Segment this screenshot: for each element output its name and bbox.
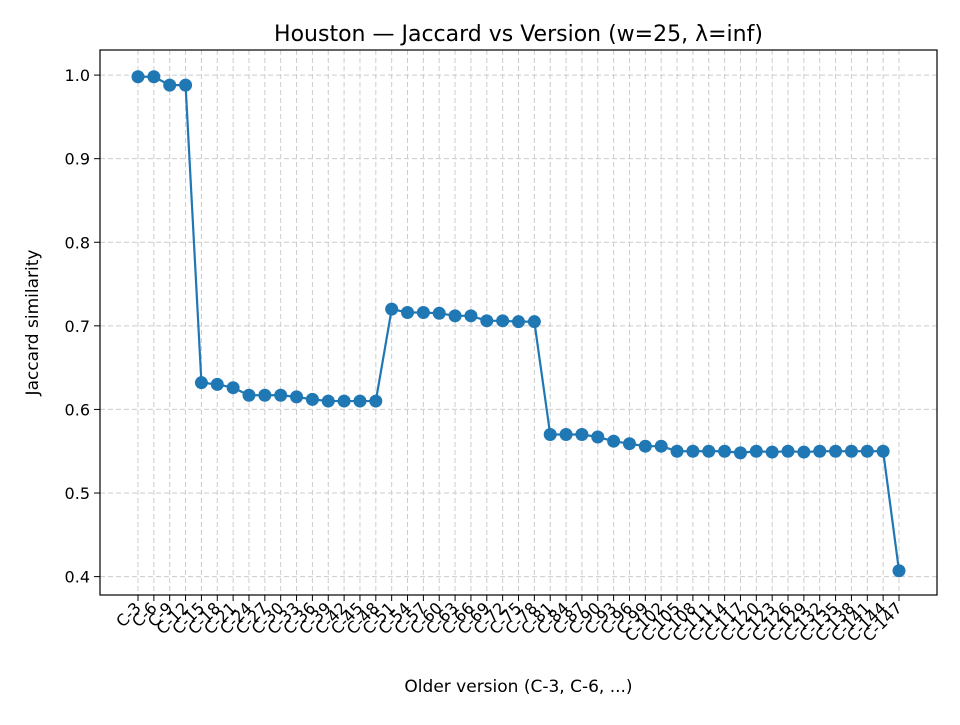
y-tick-label: 0.5 bbox=[65, 484, 90, 503]
data-point bbox=[527, 315, 541, 329]
y-tick-label: 0.6 bbox=[65, 400, 90, 419]
data-point bbox=[670, 444, 684, 458]
chart-title: Houston — Jaccard vs Version (w=25, λ=in… bbox=[274, 22, 763, 47]
data-point bbox=[575, 428, 589, 442]
data-point bbox=[860, 444, 874, 458]
data-point bbox=[194, 376, 208, 390]
data-point bbox=[448, 309, 462, 323]
data-point bbox=[622, 437, 636, 451]
data-point bbox=[876, 444, 890, 458]
data-point bbox=[353, 394, 367, 408]
data-point bbox=[733, 446, 747, 460]
data-point bbox=[385, 302, 399, 316]
data-point bbox=[337, 394, 351, 408]
y-axis-label: Jaccard similarity bbox=[23, 250, 43, 397]
data-point bbox=[305, 392, 319, 406]
data-point bbox=[369, 394, 383, 408]
data-point bbox=[813, 444, 827, 458]
data-point bbox=[543, 428, 557, 442]
data-point bbox=[512, 315, 525, 329]
data-point bbox=[321, 394, 335, 408]
data-point bbox=[464, 309, 478, 323]
data-point bbox=[131, 70, 145, 84]
data-point bbox=[258, 388, 272, 402]
data-point bbox=[416, 305, 430, 319]
y-tick-label: 0.9 bbox=[65, 150, 90, 169]
data-point bbox=[591, 430, 605, 444]
data-point bbox=[179, 78, 193, 92]
data-point bbox=[638, 439, 652, 453]
y-tick-label: 0.7 bbox=[65, 317, 90, 336]
data-point bbox=[210, 377, 224, 391]
x-axis-label: Older version (C-3, C-6, ...) bbox=[404, 677, 632, 697]
data-point bbox=[559, 428, 573, 442]
data-point bbox=[781, 444, 795, 458]
data-point bbox=[480, 314, 494, 328]
data-point bbox=[401, 305, 415, 319]
data-point bbox=[686, 444, 700, 458]
data-point bbox=[844, 444, 858, 458]
data-point bbox=[765, 445, 779, 459]
data-point bbox=[226, 381, 240, 395]
data-point bbox=[274, 388, 288, 402]
data-point bbox=[147, 70, 161, 84]
data-point bbox=[718, 444, 732, 458]
data-point bbox=[797, 445, 811, 459]
data-point bbox=[749, 444, 763, 458]
data-point bbox=[242, 388, 256, 402]
data-point bbox=[702, 444, 716, 458]
data-point bbox=[432, 306, 446, 320]
y-tick-label: 0.4 bbox=[65, 568, 90, 587]
data-point bbox=[290, 390, 304, 404]
tick-layer: 0.40.50.60.70.80.91.0C-3C-6C-9C-12C-15C-… bbox=[65, 66, 906, 645]
data-point bbox=[607, 434, 621, 448]
data-point bbox=[892, 564, 906, 578]
data-point bbox=[829, 444, 843, 458]
data-point bbox=[163, 78, 177, 92]
y-tick-label: 1.0 bbox=[65, 66, 90, 85]
data-point bbox=[654, 439, 668, 453]
y-tick-label: 0.8 bbox=[65, 233, 90, 252]
data-point bbox=[496, 314, 510, 328]
series-layer bbox=[131, 70, 906, 578]
